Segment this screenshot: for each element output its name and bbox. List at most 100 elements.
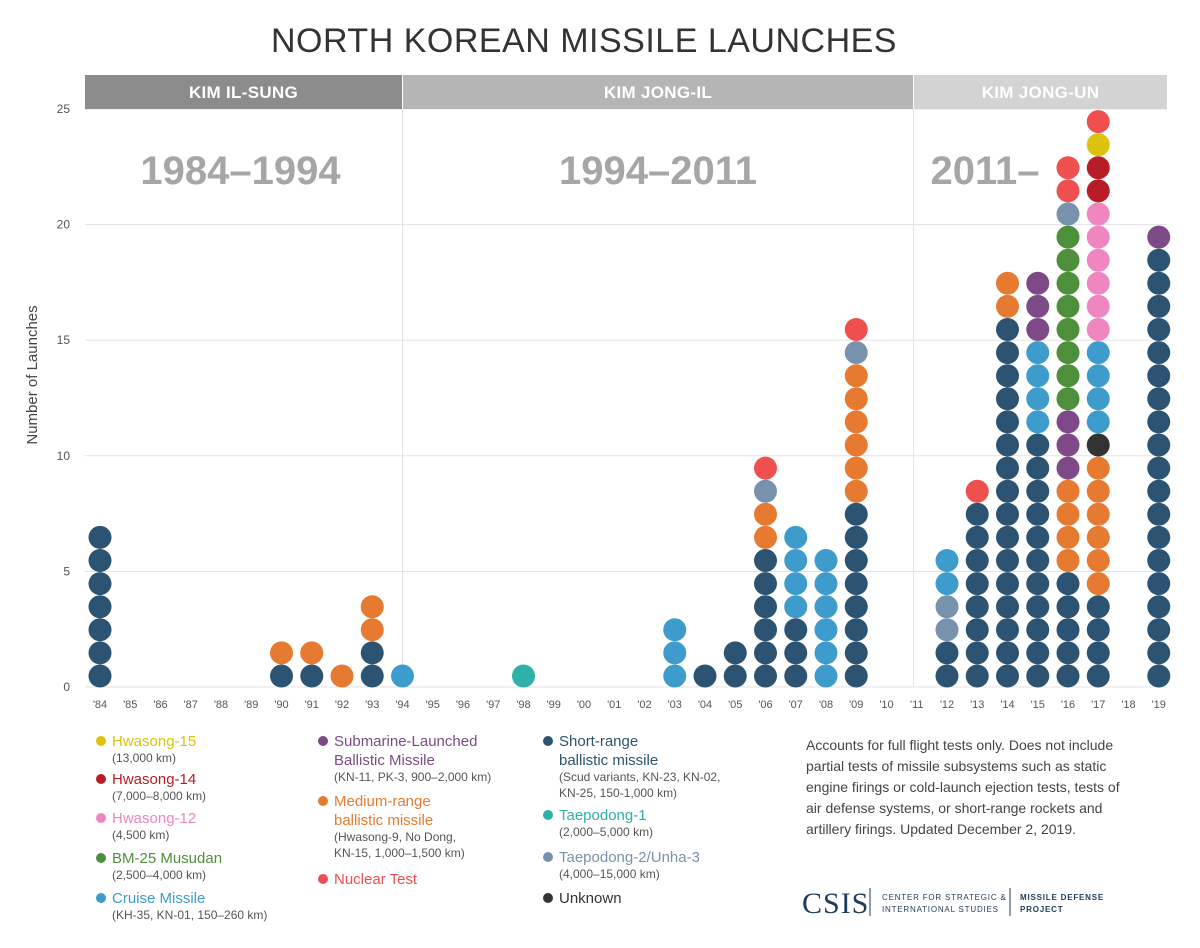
legend-swatch <box>96 893 106 903</box>
era-label: KIM JONG-UN <box>982 83 1100 102</box>
launch-dot-srbm <box>996 525 1019 549</box>
x-tick-label: '94 <box>395 699 409 711</box>
x-tick-label: '88 <box>214 699 228 711</box>
legend-item-slbm: Submarine-Launched Ballistic Missile(KN-1… <box>318 733 491 784</box>
x-tick-label: '95 <box>426 699 440 711</box>
launch-dots <box>88 110 1171 688</box>
launch-dot-srbm <box>270 664 293 688</box>
x-tick-label: '91 <box>305 699 319 711</box>
launch-dot-cruise <box>814 549 838 572</box>
launch-dot-srbm <box>1147 271 1171 295</box>
launch-dot-srbm <box>88 572 112 596</box>
launch-dot-nuclear <box>1056 156 1080 180</box>
launch-dot-srbm <box>754 572 777 596</box>
x-tick-label: '15 <box>1031 699 1045 711</box>
launch-dot-cruise <box>1086 341 1110 365</box>
legend-name: Unknown <box>559 890 622 907</box>
launch-dot-srbm <box>1086 664 1110 688</box>
launch-dot-srbm <box>754 618 777 642</box>
y-tick-label: 25 <box>57 102 71 116</box>
logo-project-line1: MISSILE DEFENSE <box>1020 893 1104 902</box>
note-line: engine firings or cold-launch ejection t… <box>806 779 1120 795</box>
launch-dot-cruise <box>814 572 838 596</box>
launch-dot-srbm <box>996 595 1019 619</box>
era-band <box>914 75 1167 109</box>
launch-dot-tpd2 <box>754 479 777 503</box>
legend-range: (4,000–15,000 km) <box>559 867 660 881</box>
launch-dot-srbm <box>88 664 112 688</box>
launch-dot-srbm <box>996 341 1019 365</box>
legend-name: Hwasong-12 <box>112 810 196 827</box>
x-tick-label: '90 <box>274 699 288 711</box>
legend-range: KN-25, 150-1,000 km) <box>559 786 677 800</box>
launch-dot-srbm <box>844 641 868 665</box>
launch-dot-srbm <box>996 618 1019 642</box>
launch-dot-cruise <box>935 572 959 596</box>
launch-dot-hw12 <box>1086 225 1110 249</box>
launch-dot-srbm <box>88 618 112 642</box>
launch-dot-cruise <box>1086 364 1110 388</box>
x-tick-label: '96 <box>456 699 470 711</box>
launch-dot-srbm <box>1056 664 1080 688</box>
launch-dot-unknown <box>1086 433 1110 457</box>
launch-dot-bm25 <box>1056 225 1080 249</box>
launch-dot-srbm <box>1147 248 1171 272</box>
launch-dot-cruise <box>1026 341 1050 365</box>
launch-dot-mrbm <box>844 433 868 457</box>
launch-dot-cruise <box>935 549 959 572</box>
era-bands: KIM IL-SUNG 1984–1994 KIM JONG-IL 1994–2011… <box>85 75 1167 193</box>
launch-dot-srbm <box>844 549 868 572</box>
launch-dot-mrbm <box>996 271 1019 295</box>
launch-dot-cruise <box>784 549 808 572</box>
y-axis-label: Number of Launches <box>24 305 41 444</box>
launch-dot-mrbm <box>844 387 868 411</box>
launch-dot-srbm <box>1026 572 1050 596</box>
launch-dot-srbm <box>88 641 112 665</box>
launch-dot-cruise <box>814 641 838 665</box>
launch-dot-srbm <box>935 664 959 688</box>
launch-dot-srbm <box>1147 479 1171 503</box>
launch-dot-cruise <box>663 664 687 688</box>
y-tick-label: 0 <box>63 680 70 694</box>
launch-dot-slbm <box>1026 271 1050 295</box>
launch-dot-srbm <box>1026 479 1050 503</box>
x-tick-label: '06 <box>758 699 772 711</box>
launch-dot-cruise <box>1026 364 1050 388</box>
x-tick-label: '99 <box>547 699 561 711</box>
launch-dot-hw12 <box>1086 271 1110 295</box>
launch-dot-srbm <box>844 525 868 549</box>
launch-dot-srbm <box>965 525 989 549</box>
legend-swatch <box>543 893 553 903</box>
launch-dot-srbm <box>996 318 1019 341</box>
launch-dot-srbm <box>1026 456 1050 480</box>
launch-dot-srbm <box>1026 502 1050 526</box>
launch-dot-srbm <box>88 595 112 619</box>
launch-dot-bm25 <box>1056 294 1080 318</box>
launch-dot-srbm <box>996 433 1019 457</box>
launch-dot-srbm <box>300 664 324 688</box>
launch-dot-mrbm <box>1086 456 1110 480</box>
legend-name: Hwasong-14 <box>112 771 196 788</box>
launch-dot-slbm <box>1026 318 1050 341</box>
launch-dot-srbm <box>844 502 868 526</box>
launch-dot-tpd1 <box>512 664 535 688</box>
y-axis: 0 5 10 15 20 25 <box>57 102 71 694</box>
logo-project-line2: PROJECT <box>1020 905 1063 914</box>
launch-dot-mrbm <box>754 525 777 549</box>
launch-dot-srbm <box>965 502 989 526</box>
launch-dot-srbm <box>723 664 747 688</box>
x-tick-label: '19 <box>1152 699 1166 711</box>
launch-dot-srbm <box>1147 318 1171 341</box>
x-tick-label: '18 <box>1121 699 1135 711</box>
era-band <box>85 75 402 109</box>
x-tick-label: '04 <box>698 699 712 711</box>
note-line: air defense systems, or short-range rock… <box>806 800 1102 816</box>
launch-dot-srbm <box>754 595 777 619</box>
launch-dot-srbm <box>1147 502 1171 526</box>
legend-swatch <box>543 852 553 862</box>
launch-dot-nuclear <box>754 456 777 480</box>
launch-dot-nuclear <box>844 318 868 341</box>
launch-dot-srbm <box>1026 641 1050 665</box>
y-tick-label: 15 <box>57 333 71 347</box>
legend-name: Taepodong-1 <box>559 807 647 824</box>
